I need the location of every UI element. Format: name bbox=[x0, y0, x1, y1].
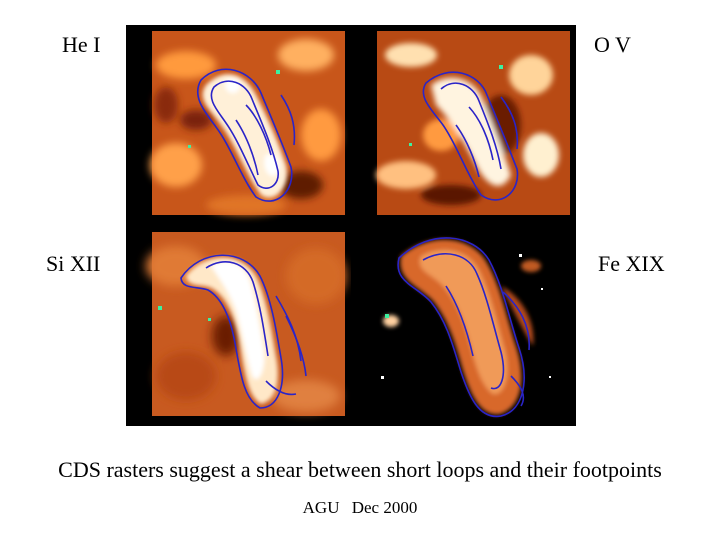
footer: AGU Dec 2000 bbox=[0, 498, 720, 518]
footer-date: Dec 2000 bbox=[351, 498, 418, 517]
panel-o-v bbox=[351, 25, 576, 225]
label-o-v: O V bbox=[594, 32, 631, 57]
label-fe-xix: Fe XIX bbox=[598, 251, 665, 276]
panel-fe-xix bbox=[351, 226, 576, 426]
he-i-raster-image bbox=[126, 25, 351, 225]
o-v-raster-image bbox=[351, 25, 576, 225]
raster-figure bbox=[126, 25, 576, 426]
footer-org: AGU bbox=[302, 498, 340, 517]
si-xii-raster-image bbox=[126, 226, 351, 426]
fe-xix-contours bbox=[397, 237, 530, 418]
panel-he-i bbox=[126, 25, 351, 225]
label-he-i: He I bbox=[62, 32, 101, 57]
figure-caption: CDS rasters suggest a shear between shor… bbox=[58, 457, 662, 482]
o-v-contours bbox=[422, 71, 519, 201]
he-i-contours bbox=[196, 68, 296, 202]
fe-xix-raster-image bbox=[351, 226, 576, 426]
panel-si-xii bbox=[126, 226, 351, 426]
si-xii-contours bbox=[180, 254, 307, 409]
label-si-xii: Si XII bbox=[46, 251, 101, 276]
